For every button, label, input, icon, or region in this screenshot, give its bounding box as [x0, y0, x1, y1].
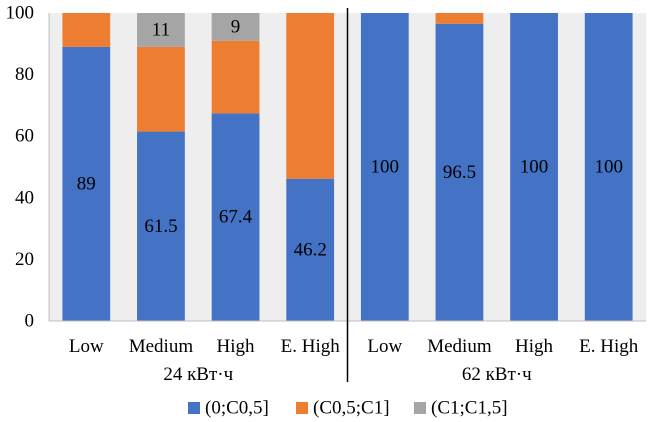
- legend: (0;C0,5] (C0,5;C1] (C1;C1,5]: [188, 398, 508, 419]
- bar-segment-1-4-s2: [286, 13, 335, 179]
- y-tick-label-40: 40: [15, 187, 34, 208]
- bar-segment-2-1-s1: [360, 13, 409, 321]
- bar-segment-2-4-s1: [584, 13, 633, 321]
- legend-swatch-3: [414, 402, 426, 414]
- x-tick-label-2-3: High: [515, 336, 554, 357]
- x-tick-label-1-4: E. High: [281, 336, 341, 357]
- bar-segment-1-2-s1: [137, 131, 185, 321]
- data-label-1-4-s1: 46.2: [294, 239, 327, 260]
- data-label-1-2-s3: 11: [152, 19, 170, 40]
- x-tick-label-1-3: High: [217, 336, 256, 357]
- bar-segment-2-3-s1: [510, 13, 558, 321]
- x-tick-label-1-1: Low: [69, 336, 104, 357]
- bar-segment-1-2-s2: [137, 46, 185, 132]
- data-label-2-3-s1: 100: [520, 157, 549, 178]
- labels-layer: 89 Low 61.5 11 Medium 67.4 9 High 46.2 E. High 24 …: [69, 16, 639, 385]
- group-label-1: 24 кВт·ч: [163, 364, 233, 385]
- bar-segment-1-4-s1: [286, 178, 335, 321]
- data-label-2-1-s1: 100: [371, 157, 400, 178]
- bars-layer: [62, 13, 633, 322]
- x-tick-label-2-4: E. High: [579, 336, 639, 357]
- bar-segment-1-3-s3: [211, 13, 260, 41]
- y-tick-label-60: 60: [15, 126, 34, 147]
- data-label-1-3-s3: 9: [231, 16, 241, 37]
- bar-segment-1-3-s2: [211, 40, 260, 114]
- legend-swatch-1: [188, 402, 200, 414]
- data-label-1-1-s1: 89: [77, 173, 96, 194]
- bar-segment-1-2-s3: [137, 13, 185, 47]
- data-label-2-4-s1: 100: [594, 157, 623, 178]
- bar-segment-1-1-s1: [62, 46, 111, 321]
- legend-label-3: (C1;C1,5]: [431, 398, 508, 419]
- x-tick-label-1-2: Medium: [129, 336, 194, 357]
- x-tick-label-2-1: Low: [367, 336, 402, 357]
- bar-segment-2-2-s2: [435, 13, 484, 24]
- y-tick-label-20: 20: [15, 249, 34, 270]
- x-tick-label-2-2: Medium: [427, 336, 492, 357]
- legend-label-2: (C0,5;C1]: [313, 398, 390, 419]
- legend-label-1: (0;C0,5]: [205, 398, 269, 419]
- y-tick-label-0: 0: [25, 311, 35, 332]
- group-label-2: 62 кВт·ч: [462, 364, 532, 385]
- bar-segment-2-2-s1: [435, 23, 484, 322]
- data-label-2-2-s1: 96.5: [443, 162, 476, 183]
- legend-swatch-2: [296, 402, 308, 414]
- axes-layer: 0 20 40 60 80 100: [6, 3, 646, 382]
- y-tick-label-100: 100: [6, 3, 35, 24]
- bar-segment-1-3-s1: [211, 113, 260, 321]
- bar-segment-1-1-s2: [62, 13, 111, 47]
- data-label-1-3-s1: 67.4: [219, 207, 253, 228]
- y-tick-label-80: 80: [15, 64, 34, 85]
- data-label-1-2-s1: 61.5: [144, 216, 177, 237]
